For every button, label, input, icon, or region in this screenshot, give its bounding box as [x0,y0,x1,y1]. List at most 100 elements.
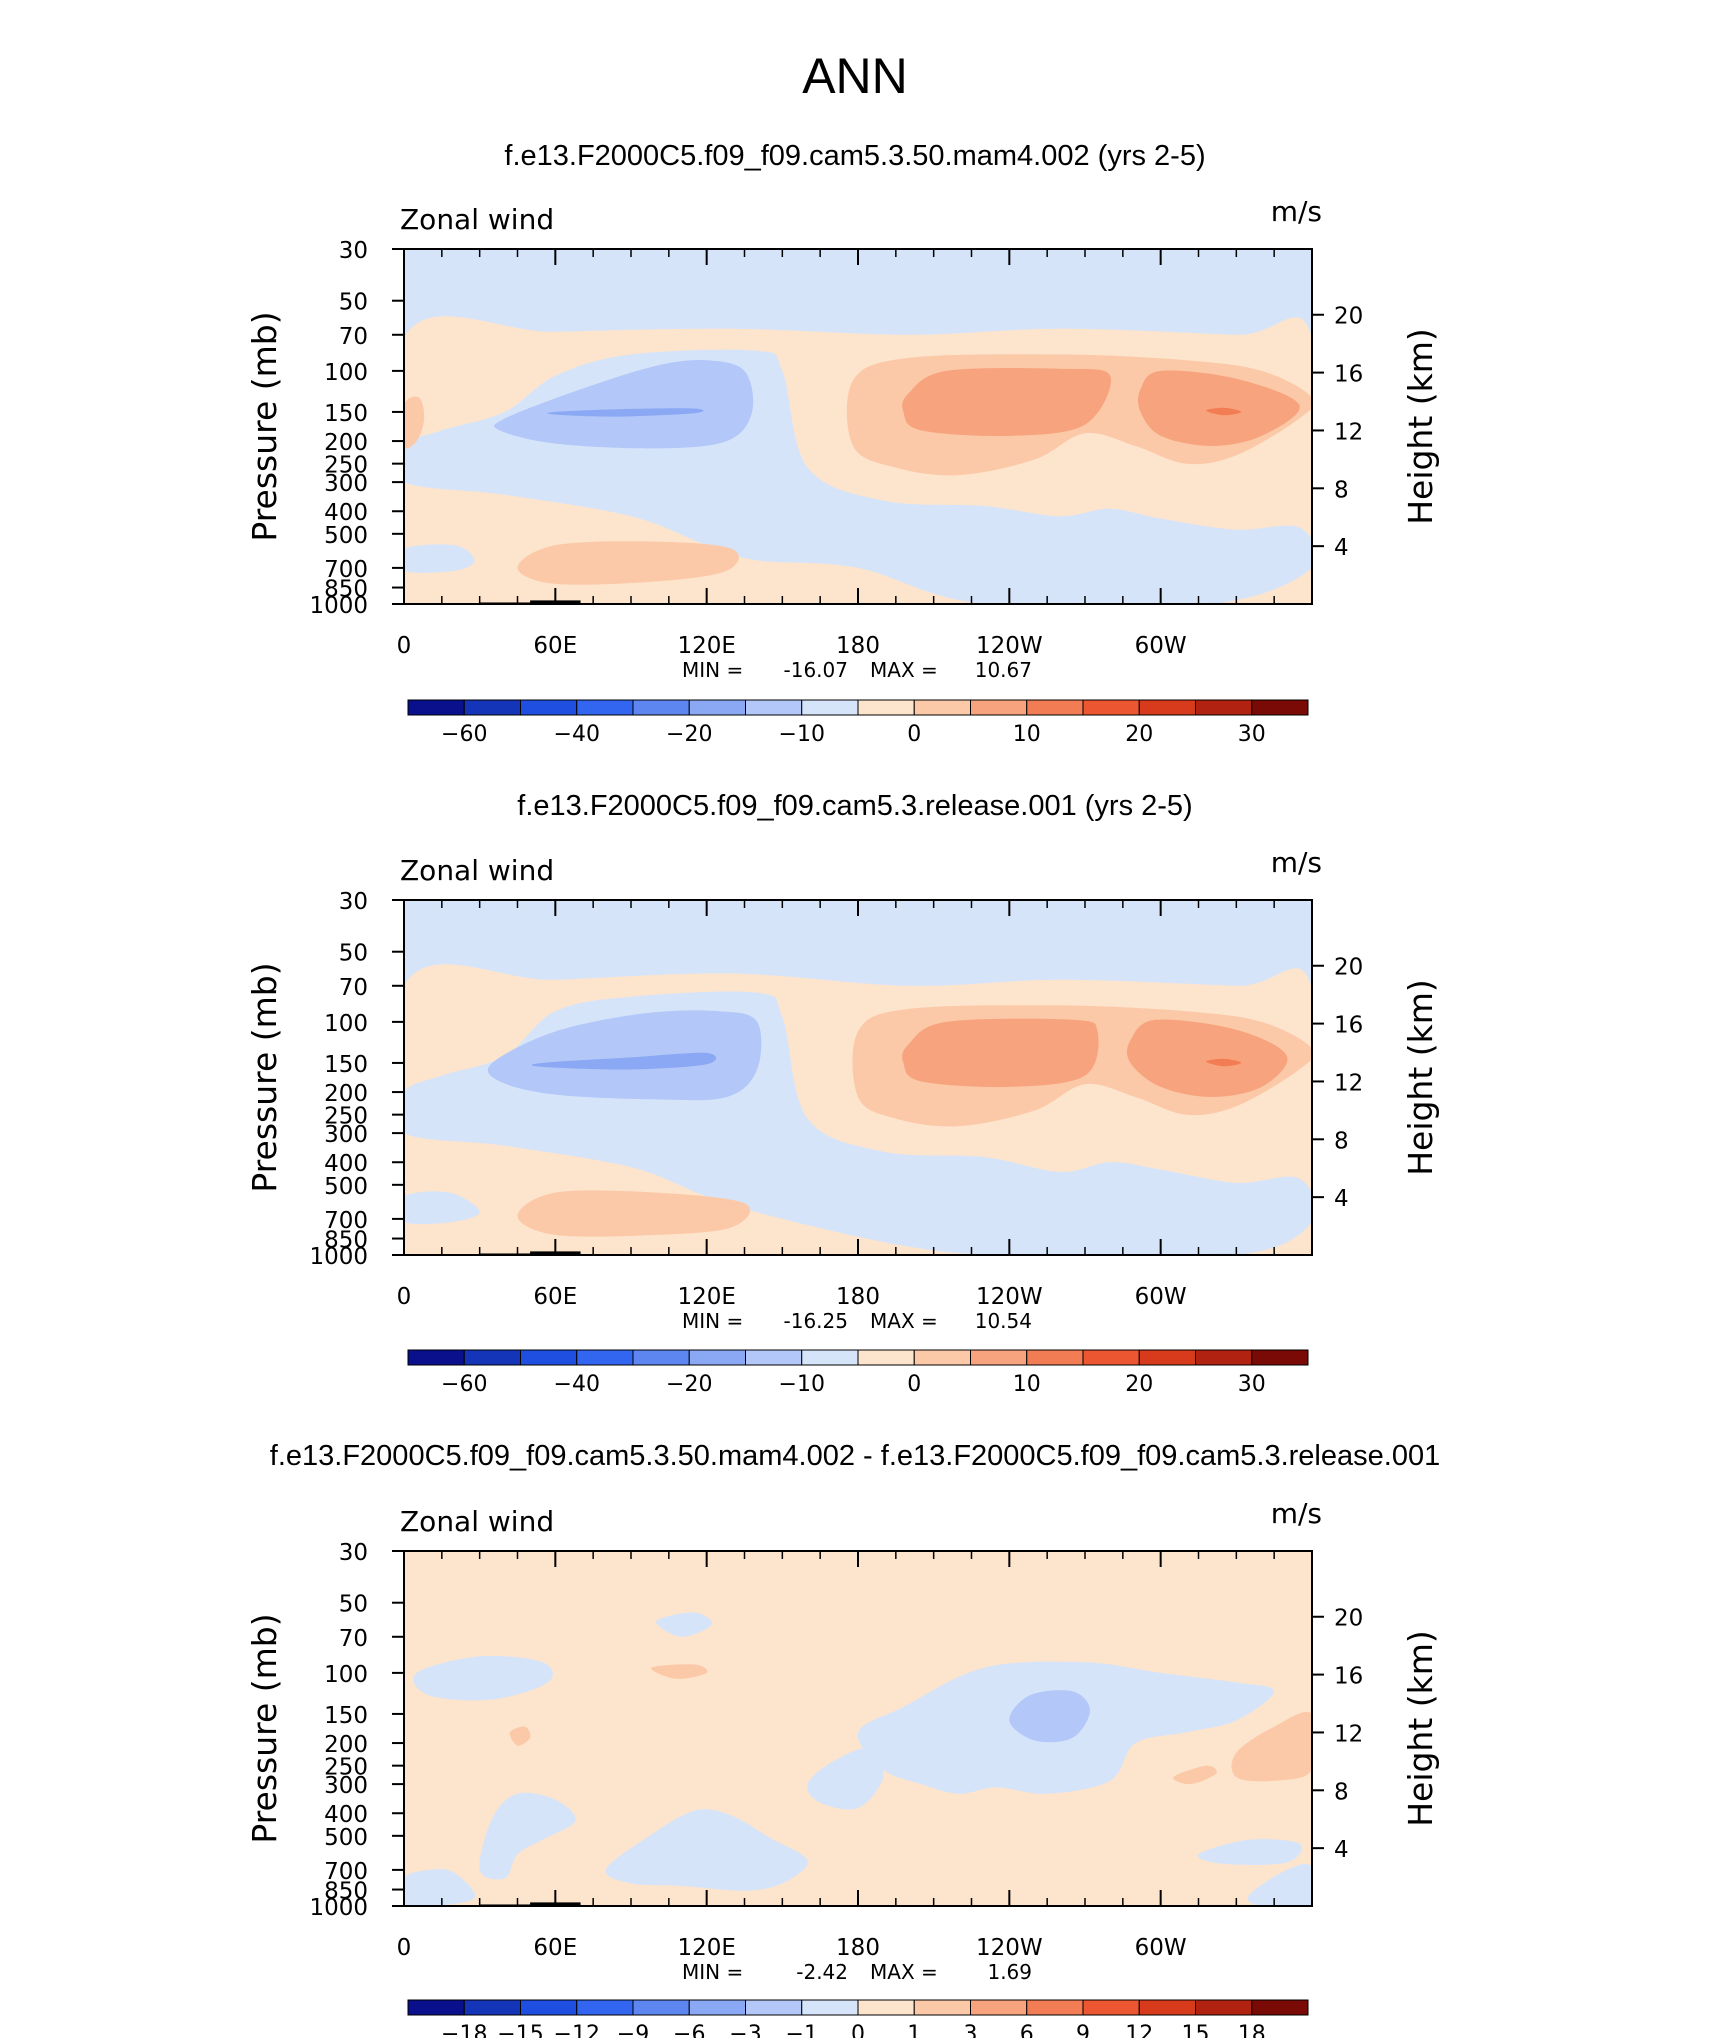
contour-region-10 [404,396,425,449]
contour-region-1 [413,1655,553,1701]
contour-region-6 [902,367,1112,437]
colorbar-box [857,1349,915,1366]
y-tick-label: 700 [324,557,368,583]
panel-2: f.e13.F2000C5.f09_f09.cam5.3.release.001… [245,790,1440,1397]
y-tick-label: 400 [324,1802,368,1828]
x-tick-label: 60E [533,633,577,659]
contour-region-7 [1126,1019,1288,1097]
colorbar-box [745,1349,803,1366]
y2-axis-title: Height (km) [1401,979,1440,1176]
colorbar-box [1082,1999,1140,2016]
y2-tick-label: 8 [1334,1779,1349,1805]
y-tick-label: 400 [324,500,368,526]
colorbar-box [970,1999,1028,2016]
y-tick-label: 70 [339,1626,368,1652]
contour-region-2 [656,1612,712,1637]
y2-tick-label: 12 [1334,419,1363,445]
max-value: 10.67 [975,658,1032,682]
colorbar-label: −40 [554,1372,600,1397]
colorbar-box [913,699,971,716]
contour-region-6 [1231,1711,1312,1782]
panel-title: f.e13.F2000C5.f09_f09.cam5.3.release.001… [517,790,1192,822]
colorbar-label: −20 [666,722,712,747]
y-axis-title: Pressure (mb) [245,962,284,1192]
y2-axis-title: Height (km) [1401,1630,1440,1827]
x-tick-label: 120W [976,1935,1043,1961]
colorbar-label: 9 [1076,2022,1090,2038]
contour-field [404,1551,1312,1906]
y-tick-label: 200 [324,430,368,456]
colorbar-label: 10 [1013,1372,1041,1397]
colorbar-box [801,1349,859,1366]
y-tick-label: 200 [324,1081,368,1107]
min-value: -2.42 [796,1960,848,1984]
min-label: MIN = [682,1309,743,1333]
colorbar-label: −18 [441,2022,487,2038]
panel-3: f.e13.F2000C5.f09_f09.cam5.3.50.mam4.002… [245,1440,1440,2038]
colorbar-box [801,1999,859,2016]
x-tick-label: 0 [397,1935,412,1961]
y2-tick-label: 16 [1334,362,1363,388]
y2-tick-label: 12 [1334,1070,1363,1096]
x-tick-label: 180 [836,1284,880,1310]
colorbar-label: 0 [907,722,921,747]
y2-tick-label: 20 [1334,304,1363,330]
colorbar-label: −10 [779,722,825,747]
y-tick-label: 400 [324,1151,368,1177]
colorbar-box [632,1999,690,2016]
y-tick-label: 30 [339,889,368,915]
colorbar-box [576,1999,634,2016]
contour-region-9 [517,541,739,585]
panel-title: f.e13.F2000C5.f09_f09.cam5.3.50.mam4.002… [270,1440,1440,1472]
contour-field [404,249,1312,604]
colorbar-box [688,699,746,716]
colorbar-box [1195,1999,1253,2016]
contour-region-8 [1206,1058,1242,1067]
colorbar-box [576,699,634,716]
y-tick-label: 200 [324,1732,368,1758]
contour-region-9 [517,1190,751,1237]
y-tick-label: 700 [324,1208,368,1234]
y-tick-label: 300 [324,1122,368,1148]
colorbar-box [745,699,803,716]
y2-tick-label: 4 [1334,535,1349,561]
colorbar-box [632,699,690,716]
colorbar-box [1082,699,1140,716]
contour-region-11 [1197,1839,1302,1865]
colorbar-box [520,699,578,716]
x-tick-label: 60W [1135,1935,1187,1961]
y-tick-label: 70 [339,975,368,1001]
contour-region-13 [404,1869,476,1906]
panel-title: f.e13.F2000C5.f09_f09.cam5.3.50.mam4.002… [504,140,1205,172]
colorbar-box [576,1349,634,1366]
max-label: MAX = [870,658,938,682]
contour-region-8 [1206,407,1242,416]
y-tick-label: 100 [324,360,368,386]
x-tick-label: 60E [533,1935,577,1961]
units-string: m/s [1271,195,1322,228]
contour-region-4 [531,1052,717,1070]
colorbar-box [1026,699,1084,716]
contour-region-9 [605,1809,808,1891]
x-tick-label: 120W [976,1284,1043,1310]
y-axis-title: Pressure (mb) [245,311,284,541]
colorbar-box [1138,699,1196,716]
contour-region-10 [807,1747,884,1810]
main-title: ANN [802,48,908,104]
y-tick-label: 50 [339,290,368,316]
y-tick-label: 1000 [309,1895,368,1921]
y-tick-label: 700 [324,1859,368,1885]
colorbar-box [801,699,859,716]
y-tick-label: 850 [324,577,368,603]
colorbar-box [407,1349,465,1366]
max-value: 10.54 [975,1309,1032,1333]
colorbar-label: −15 [497,2022,543,2038]
colorbar: −18 −15 −12 −9 −6 −3 −1 0 1 3 6 9 12 15 18 [407,1999,1309,2038]
colorbar-box [407,699,465,716]
contour-region-3 [650,1664,708,1679]
units-string: m/s [1271,1497,1322,1530]
left-string: Zonal wind [400,854,554,887]
contour-region-8 [479,1792,576,1880]
contour-region-11 [404,1191,480,1225]
y2-tick-label: 8 [1334,477,1349,503]
